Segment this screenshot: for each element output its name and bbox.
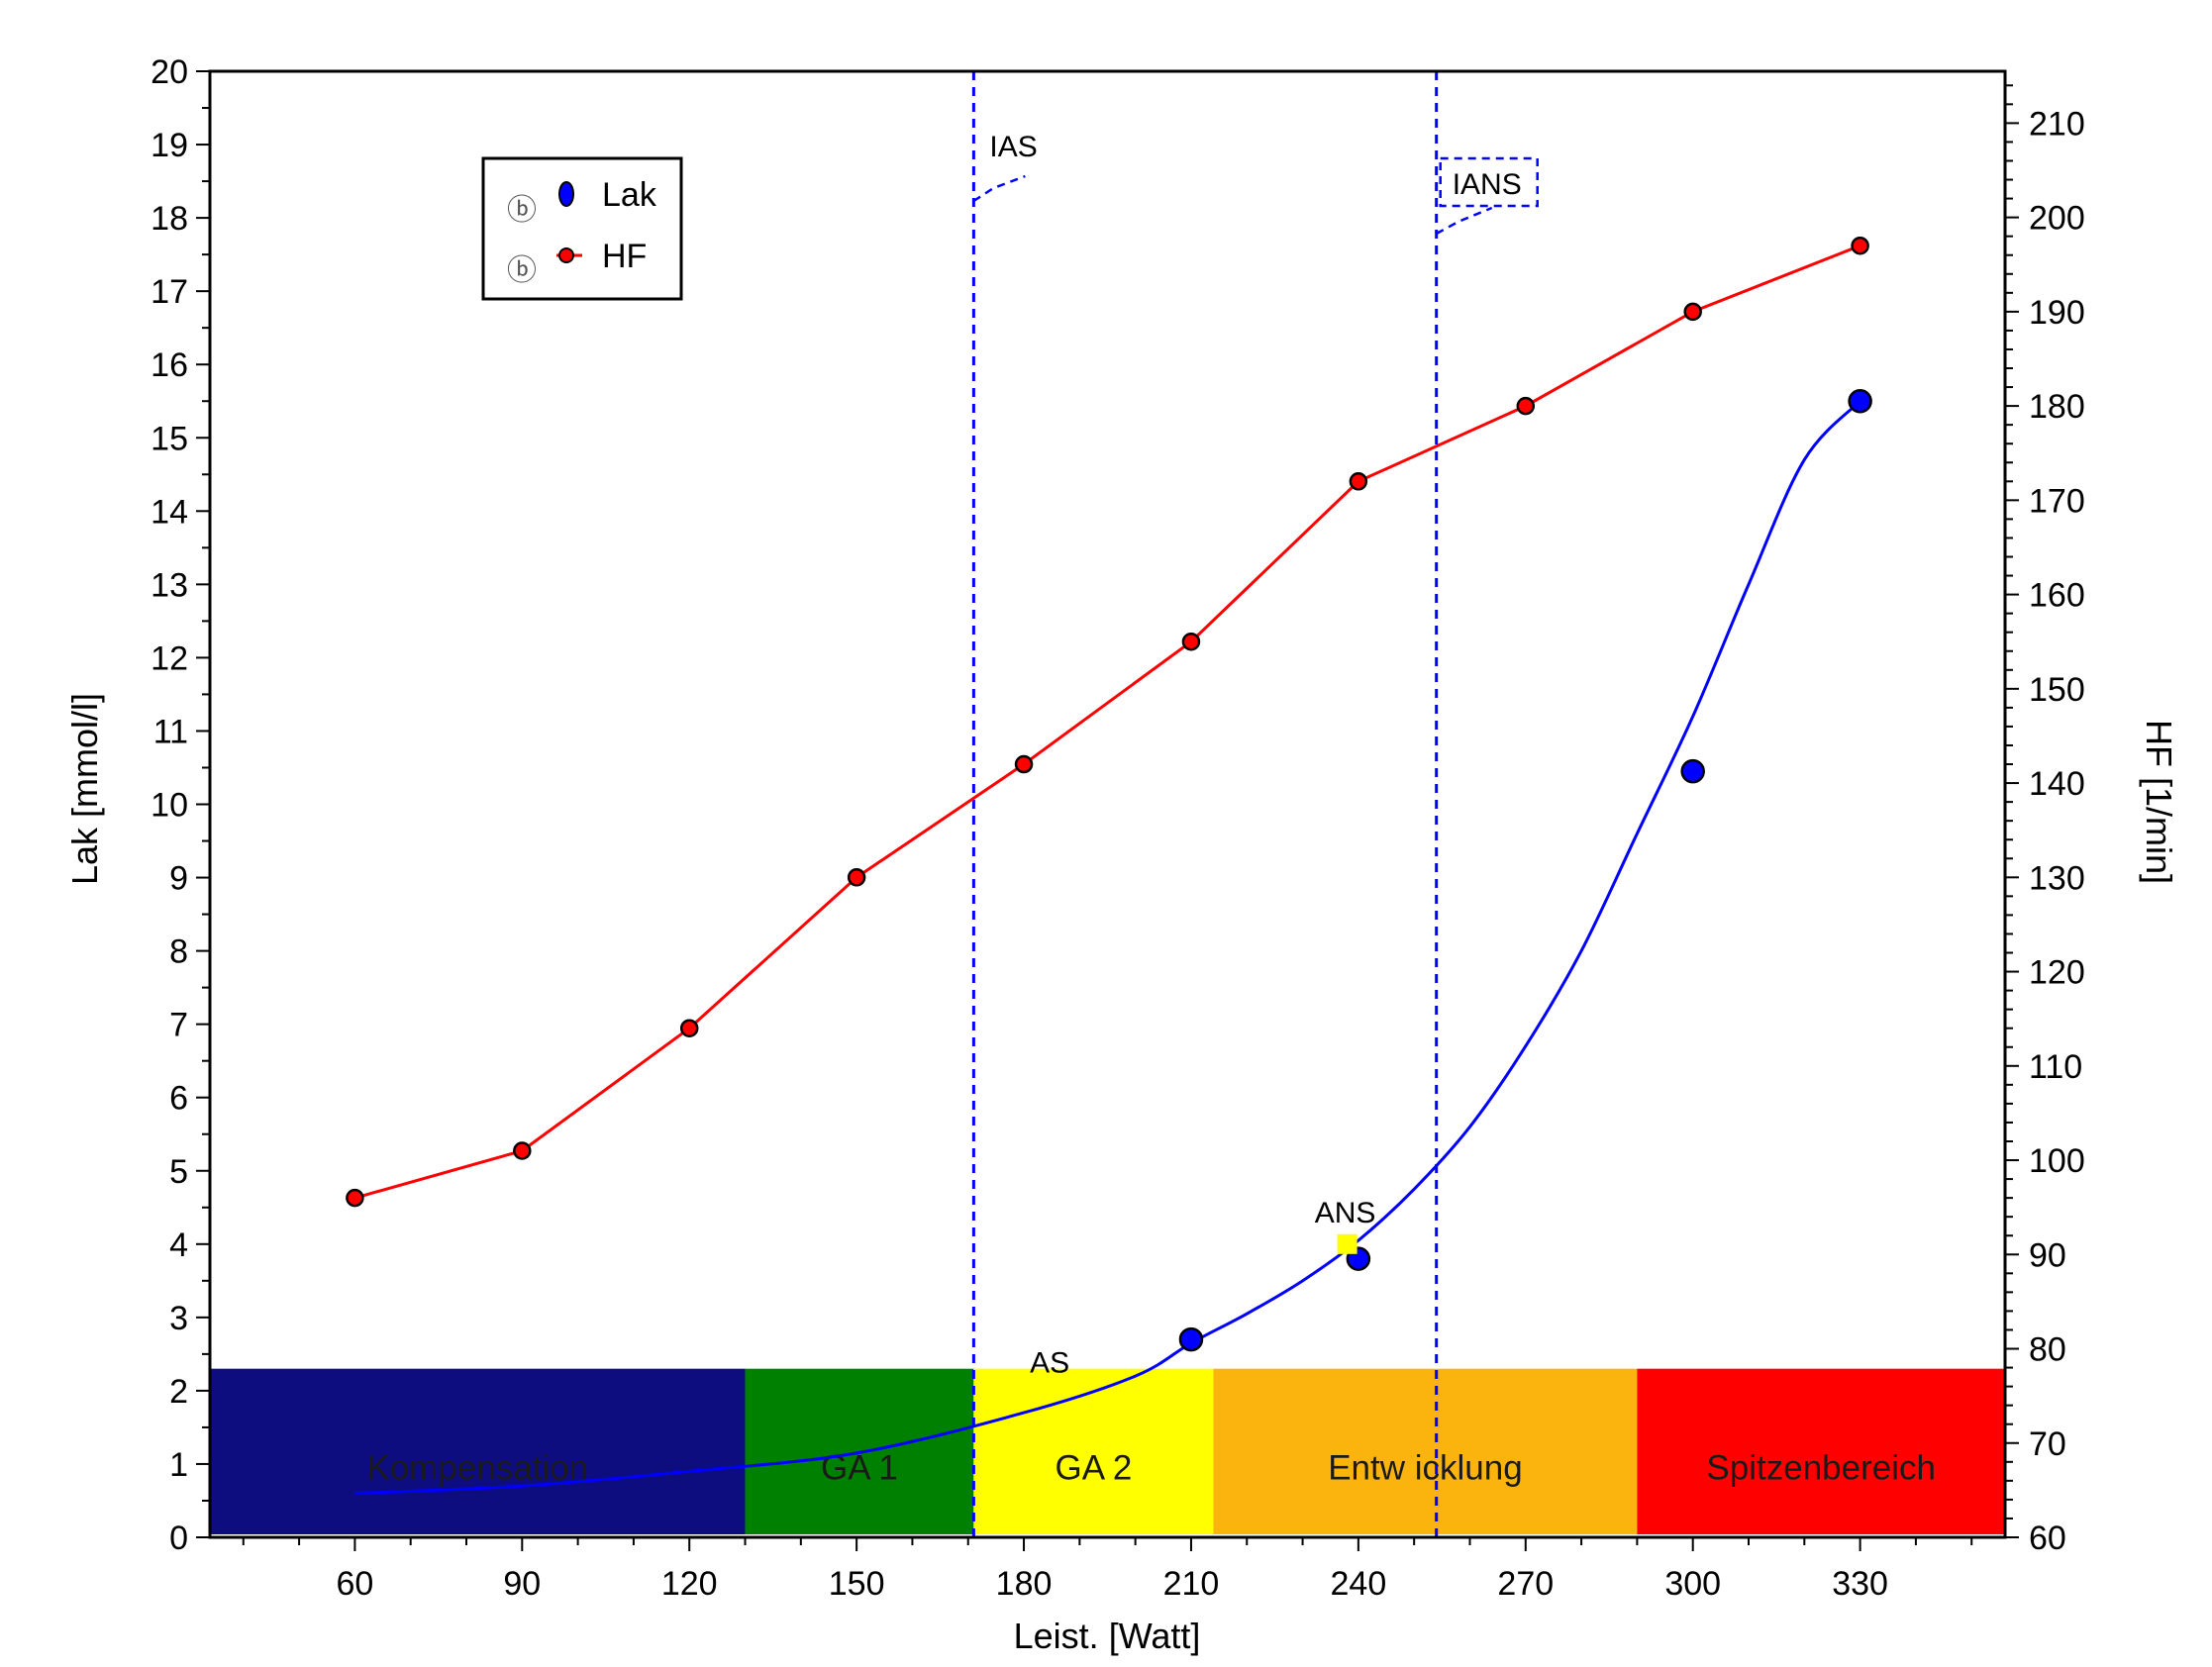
y2-tick-label: 80 [2029, 1331, 2066, 1369]
y-tick-label: 9 [169, 860, 188, 898]
y-tick-label: 5 [169, 1153, 188, 1191]
y-tick-label: 11 [153, 713, 188, 750]
zone-label: GA 1 [821, 1449, 898, 1488]
y-tick-label: 16 [151, 346, 188, 384]
y2-tick-label: 100 [2029, 1142, 2085, 1180]
hf-point [346, 1188, 364, 1208]
hf-point [679, 1019, 699, 1037]
lak-point [1680, 758, 1705, 784]
ias-label: IAS [989, 131, 1037, 163]
y-tick-label: 14 [151, 493, 188, 531]
y2-tick-label: 180 [2029, 388, 2085, 426]
hf-point [1181, 632, 1201, 651]
x-tick-label: 330 [1832, 1565, 1888, 1603]
legend-lak-marker [558, 181, 574, 207]
x-tick-label: 270 [1497, 1565, 1554, 1603]
y2-tick-label: 110 [2029, 1048, 2082, 1086]
y-tick-label: 15 [151, 420, 188, 457]
lak-fit-curve [354, 400, 1861, 1496]
y-axis-title: Lak [mmol/l] [64, 693, 105, 885]
legend-hf-glyph-icon: ⓑ [507, 253, 537, 288]
y-tick-label: 4 [169, 1226, 188, 1264]
y-tick-label: 8 [169, 933, 188, 971]
zone-band [210, 1368, 746, 1534]
y2-tick-label: 90 [2029, 1236, 2066, 1274]
hf-point [1851, 236, 1869, 255]
zone-label: Kompensation [366, 1449, 588, 1488]
legend-hf-label: HF [602, 238, 647, 275]
hf-point [1683, 302, 1702, 322]
hf-point [847, 868, 866, 887]
y2-axis-title: HF [1/min] [2139, 720, 2179, 884]
y-tick-label: 2 [169, 1373, 188, 1411]
y-tick-label: 7 [169, 1007, 188, 1044]
hf-point [513, 1141, 532, 1160]
x-tick-label: 240 [1331, 1565, 1387, 1603]
lak-point [1848, 388, 1872, 414]
y-tick-label: 20 [151, 53, 188, 91]
legend-lak-label: Lak [602, 176, 657, 214]
y-tick-label: 0 [169, 1520, 188, 1557]
ans-label: ANS [1315, 1197, 1376, 1229]
ans-marker [1337, 1233, 1357, 1254]
y-tick-label: 3 [169, 1300, 188, 1337]
zone-label: Spitzenbereich [1706, 1449, 1936, 1488]
y-tick-label: 17 [151, 273, 188, 311]
x-tick-label: 210 [1163, 1565, 1220, 1603]
y-tick-label: 19 [151, 127, 188, 164]
zone-band [973, 1368, 1214, 1534]
zone-label: GA 2 [1056, 1449, 1133, 1488]
as-label: AS [1030, 1347, 1069, 1380]
y-tick-label: 18 [151, 200, 188, 238]
y2-tick-label: 120 [2029, 954, 2085, 992]
plot-frame [208, 69, 2007, 1539]
y2-tick-label: 160 [2029, 577, 2085, 615]
x-tick-label: 300 [1664, 1565, 1721, 1603]
y-tick-label: 10 [151, 787, 188, 825]
x-tick-label: 180 [996, 1565, 1053, 1603]
lak-point [1178, 1326, 1204, 1352]
y2-tick-label: 170 [2029, 482, 2085, 520]
y-tick-label: 12 [151, 639, 188, 677]
x-tick-label: 120 [661, 1565, 718, 1603]
ias-callout [972, 174, 1026, 203]
y2-tick-label: 70 [2029, 1425, 2066, 1463]
y2-tick-label: 60 [2029, 1520, 2066, 1557]
y-tick-label: 6 [169, 1080, 188, 1118]
y2-tick-label: 200 [2029, 200, 2085, 238]
zone-label: Entw icklung [1328, 1449, 1522, 1488]
hf-line [353, 244, 1861, 1200]
y2-tick-label: 210 [2029, 105, 2085, 143]
ians-box [1439, 156, 1539, 208]
y2-tick-label: 130 [2029, 859, 2085, 897]
x-tick-label: 150 [829, 1565, 885, 1603]
zone-band [1213, 1368, 1638, 1534]
ians-label: IANS [1453, 168, 1522, 201]
hf-point [1349, 472, 1368, 491]
x-axis-title: Leist. [Watt] [1014, 1616, 1201, 1656]
legend-hf-marker [558, 247, 574, 263]
zone-band [1637, 1368, 2005, 1534]
y-tick-label: 13 [151, 566, 188, 604]
y-tick-label: 1 [169, 1446, 188, 1484]
legend-lak-glyph-icon: ⓑ [507, 193, 537, 228]
ians-callout [1436, 206, 1493, 236]
legend-box [481, 156, 683, 301]
y2-tick-label: 150 [2029, 671, 2085, 709]
y2-tick-label: 190 [2029, 294, 2085, 332]
hf-point [1014, 754, 1034, 774]
x-tick-label: 90 [503, 1565, 541, 1603]
x-tick-label: 60 [336, 1565, 373, 1603]
hf-point [1516, 396, 1536, 416]
y2-tick-label: 140 [2029, 765, 2085, 803]
